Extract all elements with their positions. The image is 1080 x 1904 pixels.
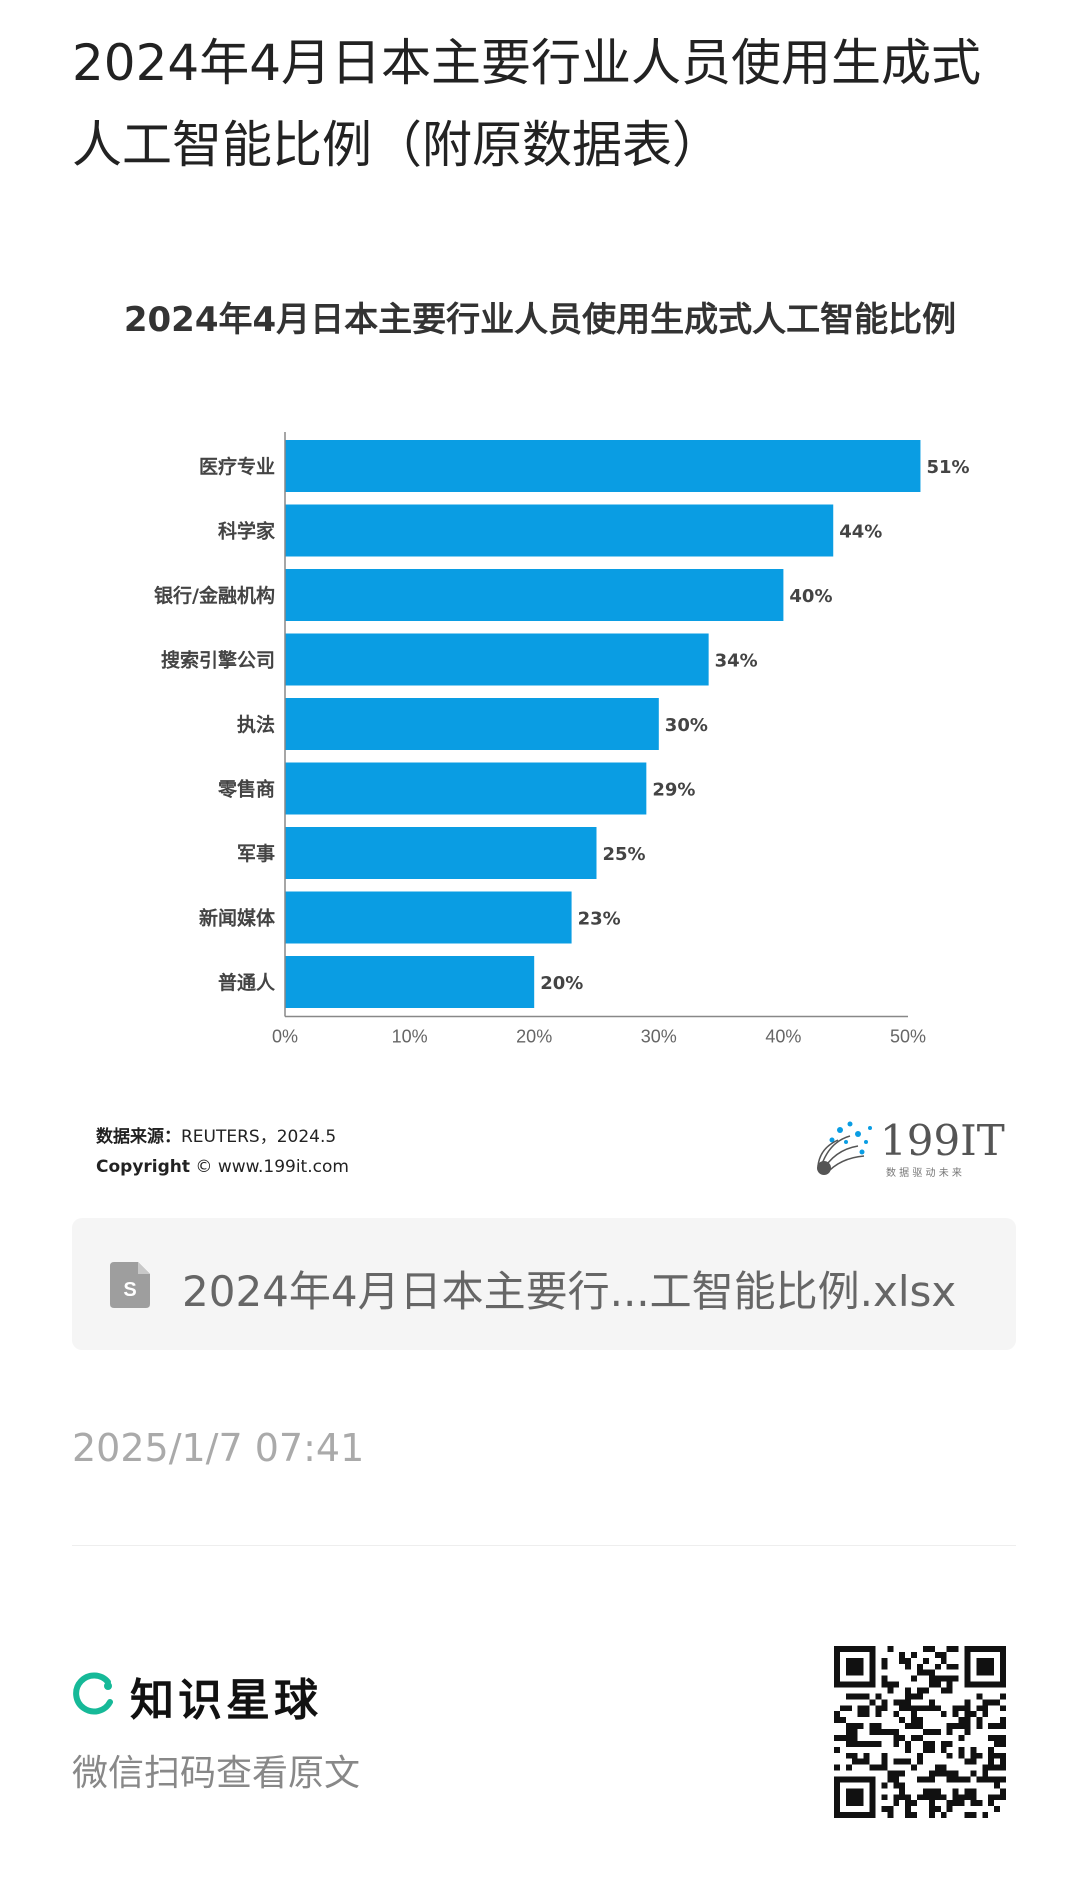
- value-label: 25%: [603, 844, 646, 865]
- bar: [285, 440, 921, 492]
- value-label: 51%: [926, 457, 969, 478]
- value-label: 20%: [540, 973, 583, 994]
- value-label: 23%: [578, 909, 621, 930]
- x-tick-label: 20%: [516, 1027, 552, 1047]
- category-label: 执法: [237, 713, 275, 736]
- x-tick-label: 10%: [392, 1027, 428, 1047]
- value-label: 40%: [789, 586, 832, 607]
- bar: [285, 956, 535, 1008]
- divider: [72, 1545, 1016, 1546]
- zsxq-logo-icon: [73, 1672, 113, 1715]
- category-label: 普通人: [218, 971, 276, 994]
- 199it-watermark: 199IT 数 据 驱 动 未 来: [810, 1112, 1020, 1186]
- bar: [285, 633, 709, 686]
- bar-chart: 医疗专业 51% 科学家 44% 银行/金融机构 40% 搜索引擎公司 34% 执法 30% 零售商…: [154, 432, 970, 1047]
- chart-source: 数据来源：REUTERS，2024.5 Copyright © www.199i…: [96, 1122, 349, 1182]
- value-label: 29%: [652, 780, 695, 801]
- category-label: 医疗专业: [199, 455, 275, 478]
- source-value: REUTERS，2024.5: [181, 1127, 337, 1147]
- value-label: 34%: [715, 651, 758, 672]
- scan-prompt: 微信扫码查看原文: [72, 1753, 361, 1794]
- x-tick-label: 30%: [641, 1027, 677, 1047]
- category-label: 新闻媒体: [199, 907, 276, 930]
- attachment-file-name[interactable]: 2024年4月日本主要行...工智能比例.xlsx: [182, 1267, 957, 1316]
- category-label: 科学家: [218, 520, 276, 543]
- bar: [285, 569, 784, 621]
- post-title: 2024年4月日本主要行业人员使用生成式人工智能比例（附原数据表）: [72, 34, 982, 174]
- copyright-value: © www.199it.com: [195, 1157, 349, 1177]
- x-tick-label: 40%: [765, 1027, 801, 1047]
- bar: [285, 827, 597, 879]
- value-label: 44%: [839, 522, 882, 543]
- post-timestamp: 2025/1/7 07:41: [72, 1426, 365, 1470]
- 199it-logo-text: 199IT: [880, 1116, 1005, 1165]
- category-label: 军事: [237, 842, 275, 865]
- brand-name: 知识星球: [130, 1675, 322, 1726]
- 199it-logo-icon: [817, 1121, 872, 1175]
- bar: [285, 891, 572, 944]
- source-label: 数据来源：: [96, 1127, 181, 1147]
- qr-code[interactable]: [834, 1646, 1006, 1818]
- bar: [285, 504, 834, 557]
- attachment-card[interactable]: S 2024年4月日本主要行...工智能比例.xlsx: [72, 1218, 1016, 1350]
- 199it-tagline: 数 据 驱 动 未 来: [886, 1168, 962, 1179]
- x-tick-label: 0%: [272, 1027, 298, 1047]
- x-tick-label: 50%: [890, 1027, 926, 1047]
- category-label: 零售商: [217, 778, 275, 801]
- category-label: 搜索引擎公司: [161, 649, 275, 672]
- chart-title: 2024年4月日本主要行业人员使用生成式人工智能比例: [123, 300, 957, 340]
- value-label: 30%: [665, 715, 708, 736]
- category-label: 银行/金融机构: [154, 584, 275, 607]
- spreadsheet-file-icon: S: [110, 1262, 150, 1308]
- bar: [285, 698, 659, 750]
- copyright-label: Copyright: [96, 1157, 191, 1177]
- bar: [285, 762, 647, 815]
- svg-text:S: S: [123, 1279, 136, 1301]
